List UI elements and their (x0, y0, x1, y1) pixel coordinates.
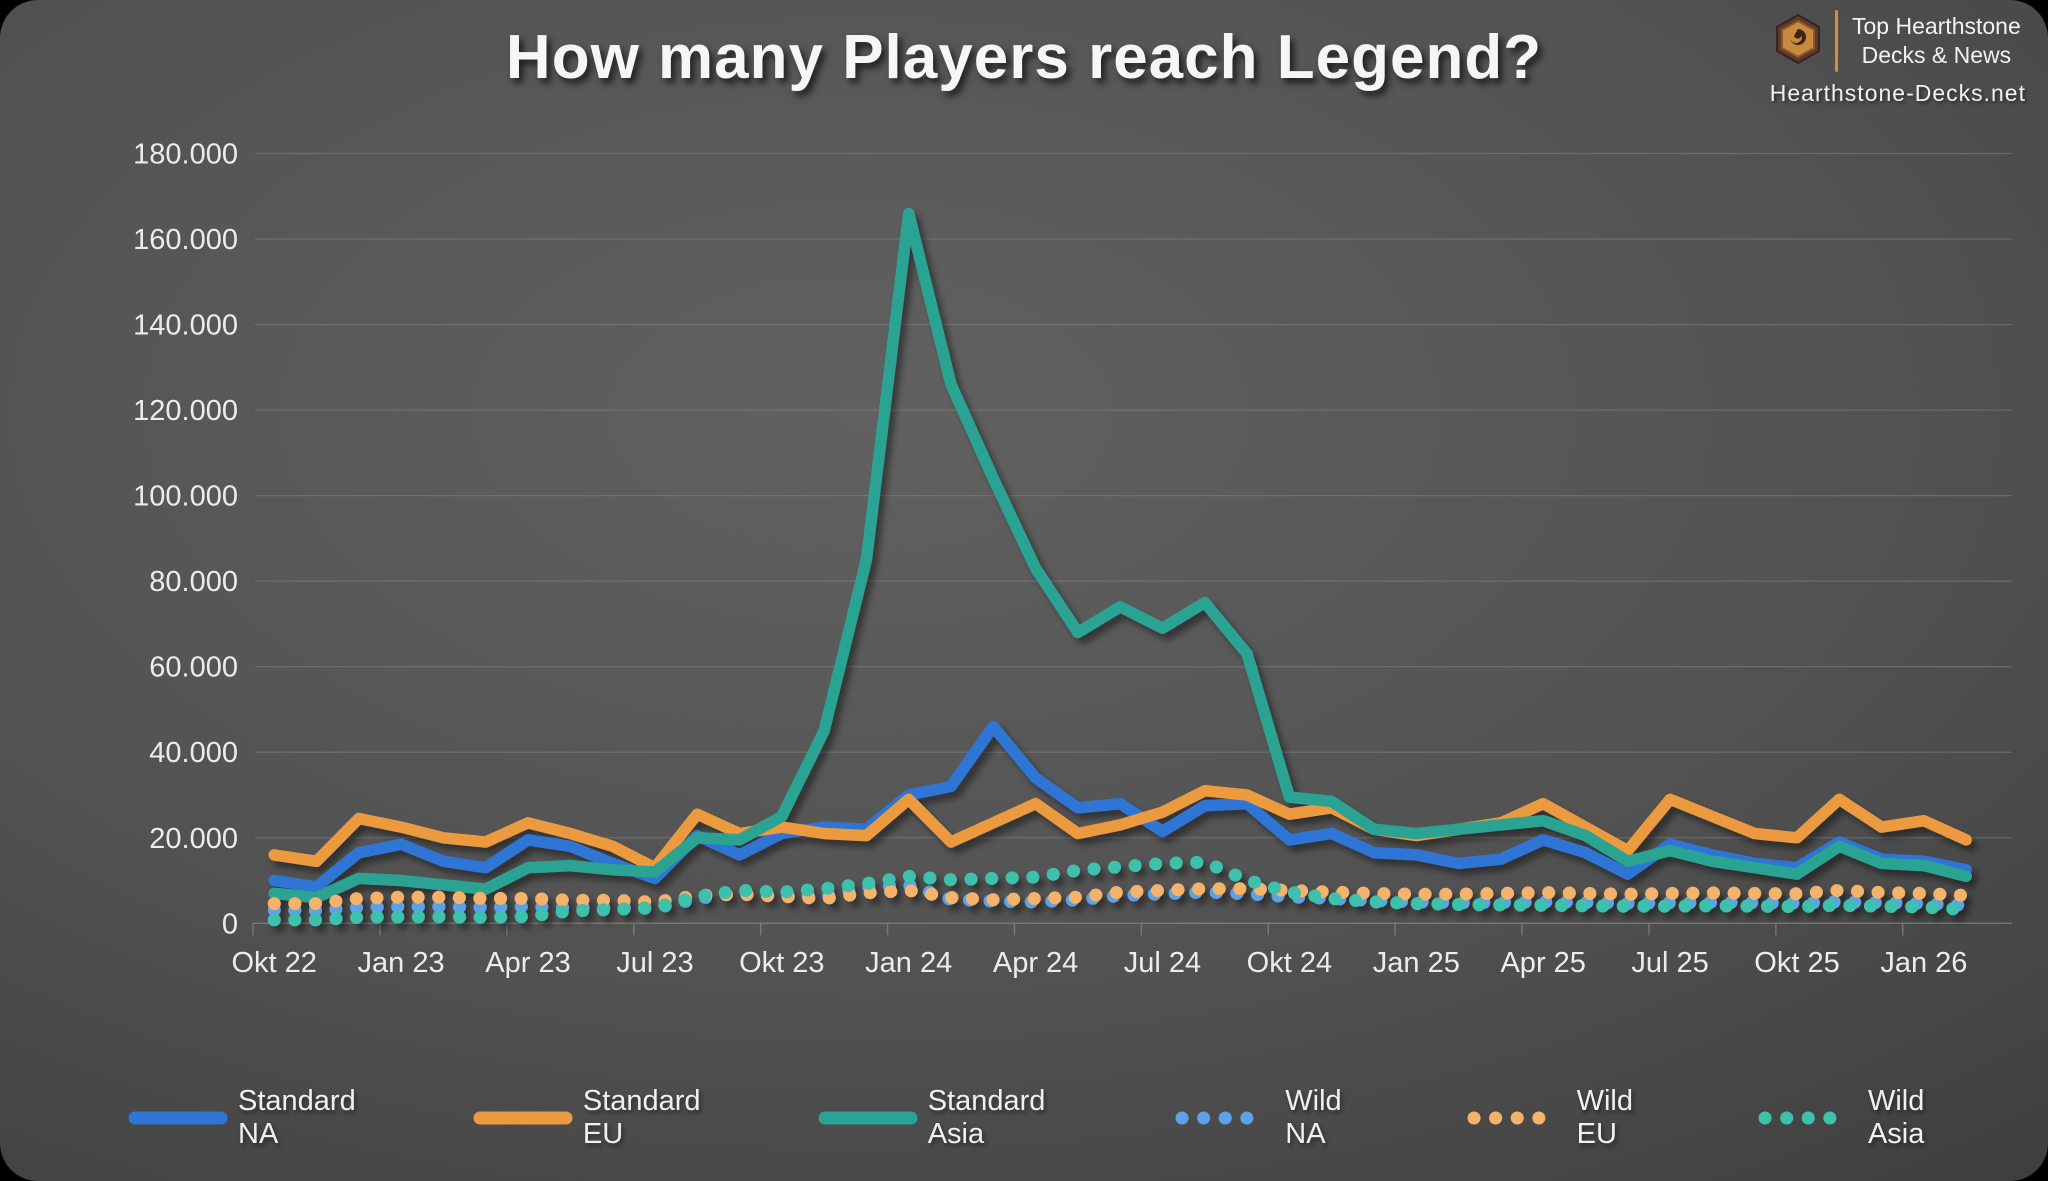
x-tick-label: Jan 25 (1373, 947, 1460, 979)
y-tick-label: 160.000 (133, 224, 238, 256)
x-tick-label: Jan 23 (358, 947, 445, 979)
x-tick-label: Jan 24 (865, 947, 952, 979)
x-tick-label: Jul 23 (616, 947, 693, 979)
chart-title: How many Players reach Legend? (505, 23, 1543, 92)
x-tick-label: Apr 24 (993, 947, 1078, 979)
legend-swatch-wild-eu (1467, 1109, 1567, 1127)
y-tick-label: 140.000 (133, 310, 238, 342)
series-line-standard-asia (268, 207, 1972, 904)
x-tick-label: Jul 24 (1124, 947, 1201, 979)
y-tick-label: 40.000 (149, 737, 238, 769)
series-line-wild-eu (267, 882, 1973, 911)
series-line-standard-na (268, 720, 1972, 893)
y-tick-label: 60.000 (149, 652, 238, 684)
y-tick-label: 0 (222, 908, 238, 940)
x-tick-label: Apr 23 (485, 947, 570, 979)
x-tick-label: Okt 25 (1754, 947, 1839, 979)
x-tick-label: Okt 22 (231, 947, 316, 979)
legend-item-wild-asia: Wild Asia (1758, 1085, 1958, 1151)
logo-divider (1834, 10, 1838, 72)
legend-swatch-standard-asia (818, 1109, 918, 1127)
legend-label-standard-asia: Standard Asia (927, 1085, 1046, 1150)
legend-swatch-standard-eu (473, 1109, 573, 1127)
legend-item-wild-eu: Wild EU (1467, 1085, 1654, 1151)
x-tick-label: Jul 25 (1631, 947, 1708, 979)
legend-label-standard-eu: Standard EU (582, 1085, 701, 1150)
x-tick-label: Okt 23 (739, 947, 824, 979)
legend-label-wild-asia: Wild Asia (1867, 1085, 1925, 1150)
hearthstone-hexagon-icon (1775, 13, 1821, 69)
site-logo: Top Hearthstone Decks & News Hearthstone… (1770, 10, 2026, 107)
y-tick-label: 120.000 (133, 395, 238, 427)
logo-row: Top Hearthstone Decks & News (1775, 10, 2021, 72)
x-tick-label: Okt 24 (1247, 947, 1332, 979)
logo-text: Top Hearthstone Decks & News (1852, 12, 2021, 70)
legend-item-standard-asia: Standard Asia (818, 1085, 1072, 1151)
legend-swatch-wild-na (1175, 1109, 1275, 1127)
chart-legend: Standard NA Standard EU Standard Asia Wi… (128, 1085, 1958, 1151)
legend-swatch-standard-na (128, 1109, 228, 1127)
site-url: Hearthstone-Decks.net (1769, 80, 2026, 106)
legend-swatch-wild-asia (1758, 1109, 1858, 1127)
legend-item-wild-na: Wild NA (1175, 1085, 1362, 1151)
x-tick-label: Jan 26 (1880, 947, 1967, 979)
y-tick-label: 20.000 (149, 823, 238, 855)
x-tick-label: Apr 25 (1500, 947, 1585, 979)
series-line-standard-eu (268, 784, 1972, 874)
legend-item-standard-eu: Standard EU (473, 1085, 714, 1151)
y-tick-label: 80.000 (149, 566, 238, 598)
logo-text-line2: Decks & News (1861, 42, 2012, 68)
legend-label-wild-eu: Wild EU (1576, 1085, 1633, 1150)
logo-text-line1: Top Hearthstone (1851, 13, 2021, 39)
series-line-wild-asia (267, 855, 1973, 927)
legend-label-standard-na: Standard NA (238, 1085, 356, 1150)
legend-item-standard-na: Standard NA (128, 1085, 369, 1151)
y-tick-label: 180.000 (133, 139, 238, 171)
legend-label-wild-na: Wild NA (1285, 1085, 1342, 1150)
y-tick-label: 100.000 (133, 481, 238, 513)
